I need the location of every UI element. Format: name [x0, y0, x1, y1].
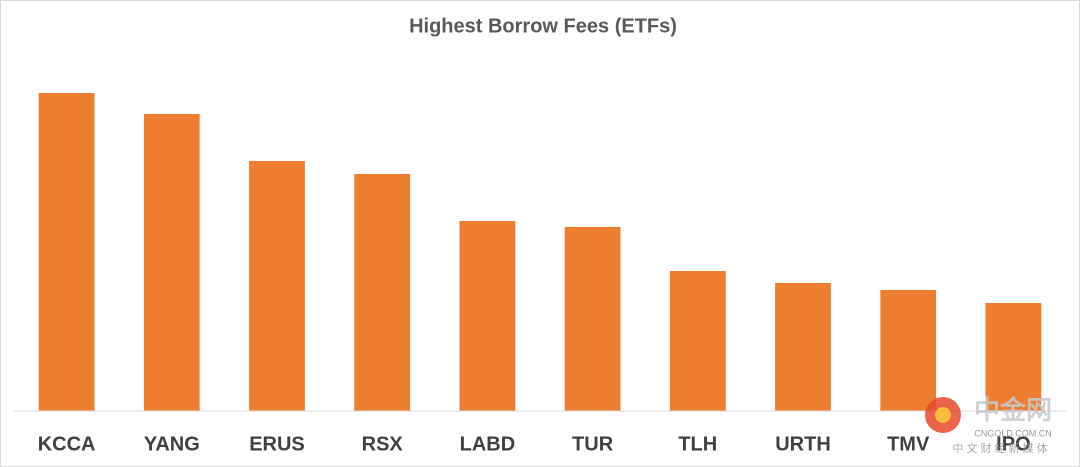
bar	[38, 93, 95, 411]
bar	[459, 221, 516, 411]
x-tick-label: TUR	[572, 433, 614, 455]
watermark-site: CNGOLD.COM.CN	[974, 428, 1052, 438]
x-tick-label: URTH	[775, 433, 831, 455]
bar	[564, 227, 621, 411]
bar	[880, 290, 937, 411]
x-tick-label: LABD	[460, 433, 516, 455]
x-tick-label: TLH	[678, 433, 717, 455]
bar	[143, 114, 200, 411]
watermark-logo: 中金网	[974, 395, 1052, 425]
x-tick-label: YANG	[144, 433, 200, 455]
bar	[775, 283, 831, 411]
watermark-tagline: 中 文 财 经 新 媒 体	[952, 441, 1047, 455]
x-tick-label: TMV	[887, 433, 930, 455]
bar	[985, 303, 1042, 411]
x-tick-label: RSX	[362, 433, 404, 455]
bar	[354, 174, 411, 411]
bar	[669, 271, 726, 411]
x-tick-label: KCCA	[38, 433, 96, 455]
watermark: 中金网 CNGOLD.COM.CN 中 文 财 经 新 媒 体	[925, 395, 1052, 455]
x-tick-label: IPO	[996, 433, 1030, 455]
x-tick-label: ERUS	[249, 433, 305, 455]
bar	[249, 161, 305, 411]
watermark-icon	[935, 407, 951, 423]
chart-title: Highest Borrow Fees (ETFs)	[409, 15, 677, 37]
